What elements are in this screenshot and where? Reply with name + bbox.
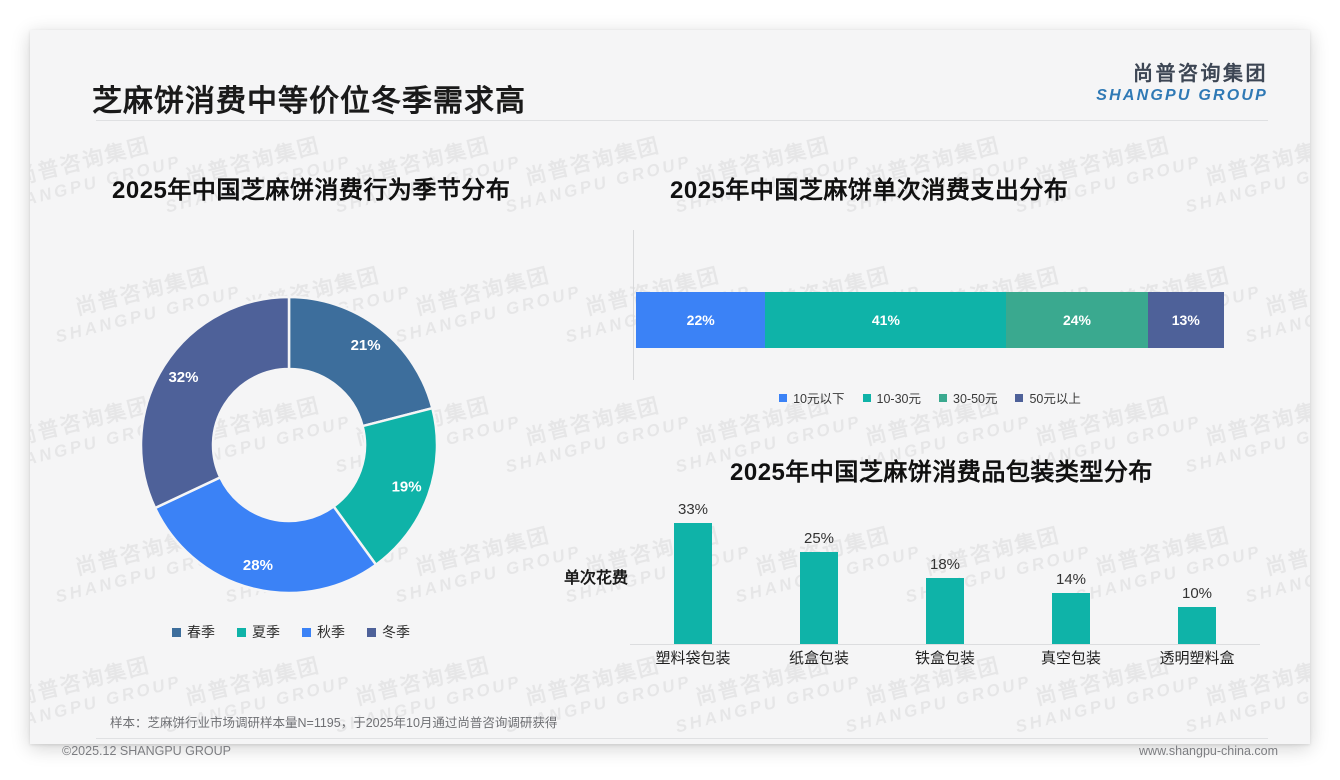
bar-column[interactable]: 33%	[630, 500, 756, 644]
stacked-bar-segment[interactable]: 13%	[1147, 292, 1224, 348]
legend-label: 10-30元	[876, 392, 921, 406]
bar-category-label: 纸盒包装	[788, 650, 849, 667]
bar-value-label: 14%	[1055, 570, 1087, 588]
spend-category-label: 单次花费	[563, 570, 628, 587]
legend-item[interactable]: 春季	[172, 622, 215, 642]
donut-segment-label: 32%	[168, 369, 198, 386]
legend-item[interactable]: 10-30元	[862, 388, 921, 407]
donut-segment[interactable]	[287, 295, 434, 428]
packaging-chart-title: 2025年中国芝麻饼消费品包装类型分布	[730, 459, 1153, 486]
slide-header: 芝麻饼消费中等价位冬季需求高 尚普咨询集团 SHANGPU GROUP	[30, 30, 1310, 122]
packaging-distribution-chart: 2025年中国芝麻饼消费品包装类型分布 33% 25% 18% 14% 10% 塑料袋包…	[630, 390, 1310, 690]
season-chart-legend: 春季 夏季 秋季 冬季	[136, 622, 446, 642]
stacked-bar-segment[interactable]: 22%	[636, 292, 766, 348]
bar-category-label: 铁盒包装	[914, 650, 975, 667]
legend-label: 秋季	[317, 624, 345, 640]
spend-chart-axis-line	[633, 230, 634, 380]
stacked-bar-segment-value: 24%	[1062, 312, 1091, 328]
donut-segment[interactable]	[139, 295, 291, 510]
legend-label: 冬季	[382, 624, 410, 640]
header-divider	[96, 120, 1268, 121]
legend-swatch	[172, 627, 181, 637]
season-chart-title: 2025年中国芝麻饼消费行为季节分布	[112, 177, 511, 204]
stacked-bar-segment[interactable]: 41%	[765, 292, 1007, 348]
donut-segment-label: 28%	[243, 557, 273, 574]
company-logo: 尚普咨询集团 SHANGPU GROUP	[1096, 62, 1268, 105]
bar-column[interactable]: 10%	[1134, 500, 1260, 644]
bar-column[interactable]: 18%	[882, 500, 1008, 644]
bar-rect[interactable]	[674, 523, 712, 644]
legend-item[interactable]: 冬季	[367, 622, 410, 642]
season-distribution-chart: 2025年中国芝麻饼消费行为季节分布 21% 19% 28% 32% 春季 夏季 秋季 冬季	[30, 30, 630, 690]
slide-footer: ©2025.12 SHANGPU GROUP www.shangpu-china…	[30, 744, 1310, 780]
legend-item[interactable]: 10元以下	[779, 388, 845, 407]
bar-value-label: 18%	[929, 556, 961, 573]
stacked-bar-segment-value: 13%	[1171, 312, 1200, 328]
slide-canvas: 尚普咨询集团 SHANGPU GROUP 尚普咨询集团 SHANGPU GROUP 尚普…	[30, 30, 1310, 744]
legend-swatch	[862, 393, 871, 402]
legend-label: 10元以下	[793, 392, 845, 406]
packaging-chart-plot: 33% 25% 18% 14% 10% 塑料袋包装 纸盒包装 铁盒包装 真空包装 透明塑料盒	[630, 500, 1270, 675]
legend-swatch	[1015, 393, 1024, 402]
legend-label: 30-50元	[953, 392, 998, 406]
legend-item[interactable]: 30-50元	[939, 388, 997, 407]
legend-swatch	[939, 393, 947, 402]
logo-english-text: SHANGPU GROUP	[1096, 87, 1268, 104]
donut-svg: 21% 19% 28% 32%	[139, 295, 439, 595]
spend-chart-title: 2025年中国芝麻饼单次消费支出分布	[670, 177, 1069, 204]
logo-chinese-text: 尚普咨询集团	[1133, 63, 1268, 85]
sample-footnote: 样本：芝麻饼行业市场调研样本量N=1195，于2025年10月通过尚普咨询调研获…	[110, 716, 558, 730]
donut-segment-label: 21%	[351, 337, 381, 354]
footer-website[interactable]: www.shangpu-china.com	[1139, 744, 1278, 758]
packaging-bars-row: 33% 25% 18% 14% 10%	[630, 500, 1260, 644]
bar-value-label: 10%	[1181, 585, 1213, 603]
bar-category-label: 塑料袋包装	[655, 650, 731, 667]
legend-item[interactable]: 秋季	[302, 622, 345, 642]
footnote-divider	[96, 738, 1268, 739]
bar-column[interactable]: 25%	[756, 500, 882, 644]
bar-rect[interactable]	[1178, 607, 1216, 644]
spend-stacked-bar: 单次花费 22% 41% 24% 13%	[564, 292, 1224, 587]
stacked-bar-segment-value: 41%	[871, 312, 900, 328]
stacked-bar-segment[interactable]: 24%	[1006, 292, 1148, 348]
season-donut-graphic: 21% 19% 28% 32%	[136, 292, 442, 598]
bar-value-label: 25%	[803, 530, 835, 548]
legend-swatch	[779, 393, 788, 402]
packaging-category-labels: 塑料袋包装 纸盒包装 铁盒包装 真空包装 透明塑料盒	[630, 647, 1260, 675]
legend-label: 夏季	[252, 624, 280, 640]
stacked-bar-segment-value: 22%	[686, 312, 715, 328]
bar-rect[interactable]	[926, 578, 964, 644]
footer-copyright: ©2025.12 SHANGPU GROUP	[62, 744, 231, 758]
bar-rect[interactable]	[1052, 592, 1090, 644]
bar-category-label: 真空包装	[1040, 650, 1101, 667]
legend-label: 50元以上	[1029, 392, 1081, 406]
packaging-baseline-axis	[630, 644, 1260, 645]
donut-segment[interactable]	[153, 475, 378, 595]
bar-category-label: 透明塑料盒	[1159, 650, 1235, 667]
spend-distribution-chart: 2025年中国芝麻饼单次消费支出分布 单次花费 22% 41% 24% 13% 10元…	[564, 30, 1310, 587]
bar-rect[interactable]	[800, 552, 838, 644]
bar-value-label: 33%	[677, 501, 709, 518]
legend-swatch	[367, 627, 376, 637]
legend-swatch	[237, 627, 246, 637]
donut-segment-label: 19%	[392, 478, 422, 495]
page-title: 芝麻饼消费中等价位冬季需求高	[92, 85, 526, 118]
legend-label: 春季	[187, 624, 215, 640]
legend-item[interactable]: 50元以上	[1015, 388, 1081, 407]
bar-column[interactable]: 14%	[1008, 500, 1134, 644]
legend-swatch	[302, 627, 311, 637]
spend-chart-legend: 10元以下 10-30元 30-50元 50元以上	[636, 388, 1224, 407]
legend-item[interactable]: 夏季	[237, 622, 280, 642]
donut-segment[interactable]	[331, 406, 439, 567]
